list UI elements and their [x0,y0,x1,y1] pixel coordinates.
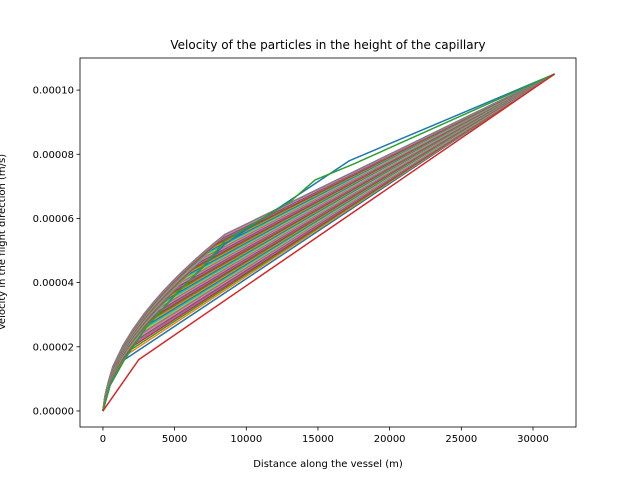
series-line [102,73,555,412]
x-tick-label: 25000 [445,434,477,445]
chart-title: Velocity of the particles in the height … [170,38,485,52]
x-tick-label: 0 [100,434,106,445]
y-tick-label: 0.00008 [33,150,74,161]
y-axis-label: Velocity in the flight direction (m/s) [0,154,8,330]
y-tick-label: 0.00004 [33,278,74,289]
x-tick-label: 20000 [374,434,406,445]
plot-frame [79,57,577,428]
y-tick-label: 0.00000 [33,406,74,417]
series-line [102,73,555,412]
y-tick-label: 0.00010 [33,86,74,97]
x-tick-label: 30000 [517,434,549,445]
y-tick-label: 0.00006 [33,214,74,225]
axes-layer: 0 5000 10000 15000 20000 25000 30000 0.00000 0.0… [33,57,577,445]
x-axis-label: Distance along the vessel (m) [253,459,403,470]
x-tick-label: 15000 [302,434,334,445]
series-layer [102,73,555,412]
y-tick-label: 0.00002 [33,342,74,353]
series-line [102,73,555,412]
x-tick-label: 5000 [162,434,187,445]
x-tick-label: 10000 [230,434,262,445]
